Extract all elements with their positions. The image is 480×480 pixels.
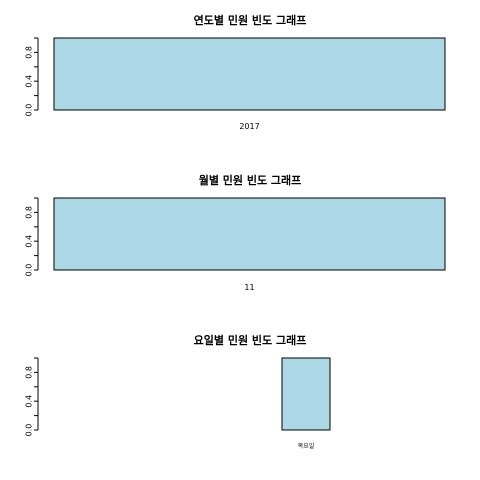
y-tick-label: 0.0 [25, 264, 34, 277]
x-labels-weekday: 목요일 [298, 442, 315, 450]
bar [281, 357, 331, 431]
y-tick-label: 0.8 [25, 206, 34, 219]
chart-panel-month: 월별 민원 빈도 그래프 0.0 0.4 0.8 11 [25, 173, 446, 292]
y-tick-label: 0.0 [25, 424, 34, 437]
y-tick-label: 0.8 [25, 46, 34, 59]
x-category-label: 11 [244, 283, 254, 292]
chart-panel-weekday: 요일별 민원 빈도 그래프 0.0 0.4 0.8 목요일 [25, 333, 331, 450]
y-axis-year: 0.0 0.4 0.8 [25, 37, 39, 117]
chart-title-month: 월별 민원 빈도 그래프 [199, 173, 302, 187]
bar [53, 37, 446, 111]
y-axis-month: 0.0 0.4 0.8 [25, 197, 39, 277]
chart-panel-year: 연도별 민원 빈도 그래프 0.0 0.4 0.8 2017 [25, 13, 446, 131]
y-tick-label: 0.4 [25, 235, 34, 248]
bars-weekday [281, 357, 331, 431]
y-tick-label: 0.4 [25, 395, 34, 408]
y-tick-label: 0.0 [25, 104, 34, 117]
y-tick-label: 0.8 [25, 366, 34, 379]
bars-year [53, 37, 446, 111]
x-category-label: 목요일 [298, 442, 315, 450]
bars-month [53, 197, 446, 271]
x-labels-year: 2017 [239, 122, 259, 131]
y-axis-weekday: 0.0 0.4 0.8 [25, 357, 39, 437]
chart-title-year: 연도별 민원 빈도 그래프 [194, 13, 307, 27]
chart-title-weekday: 요일별 민원 빈도 그래프 [194, 333, 307, 347]
x-labels-month: 11 [244, 283, 254, 292]
bar [53, 197, 446, 271]
y-tick-label: 0.4 [25, 75, 34, 88]
x-category-label: 2017 [239, 122, 259, 131]
